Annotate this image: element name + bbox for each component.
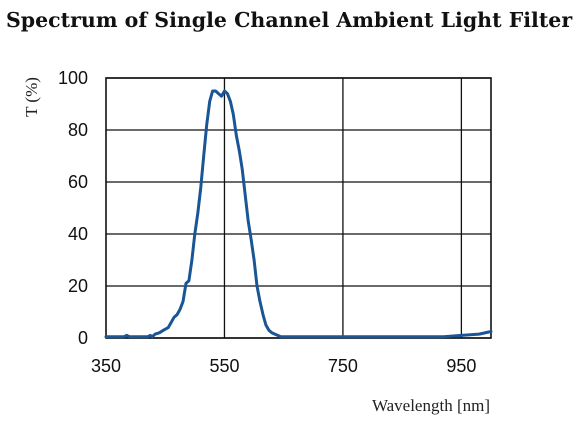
x-tick-label-550: 550: [209, 356, 239, 376]
x-tick-label-350: 350: [91, 356, 121, 376]
plot-frame: [105, 77, 492, 339]
y-tick-label-60: 60: [68, 172, 88, 192]
y-tick-label-20: 20: [68, 276, 88, 296]
y-tick-label-80: 80: [68, 120, 88, 140]
y-tick-label-0: 0: [78, 328, 88, 348]
series-layer: [104, 89, 493, 339]
series-line-0: [104, 89, 493, 339]
x-axis-label: Wavelength [nm]: [372, 396, 490, 415]
x-tick-label-950: 950: [446, 356, 476, 376]
y-tick-labels: 0 20 40 60 80 100: [58, 68, 88, 348]
grid: [105, 77, 492, 339]
chart-title: Spectrum of Single Channel Ambient Light…: [6, 8, 573, 32]
x-tick-labels: 350 550 750 950: [91, 356, 476, 376]
y-tick-label-100: 100: [58, 68, 88, 88]
y-tick-label-40: 40: [68, 224, 88, 244]
y-axis-label: T (%): [22, 77, 41, 117]
x-tick-label-750: 750: [328, 356, 358, 376]
